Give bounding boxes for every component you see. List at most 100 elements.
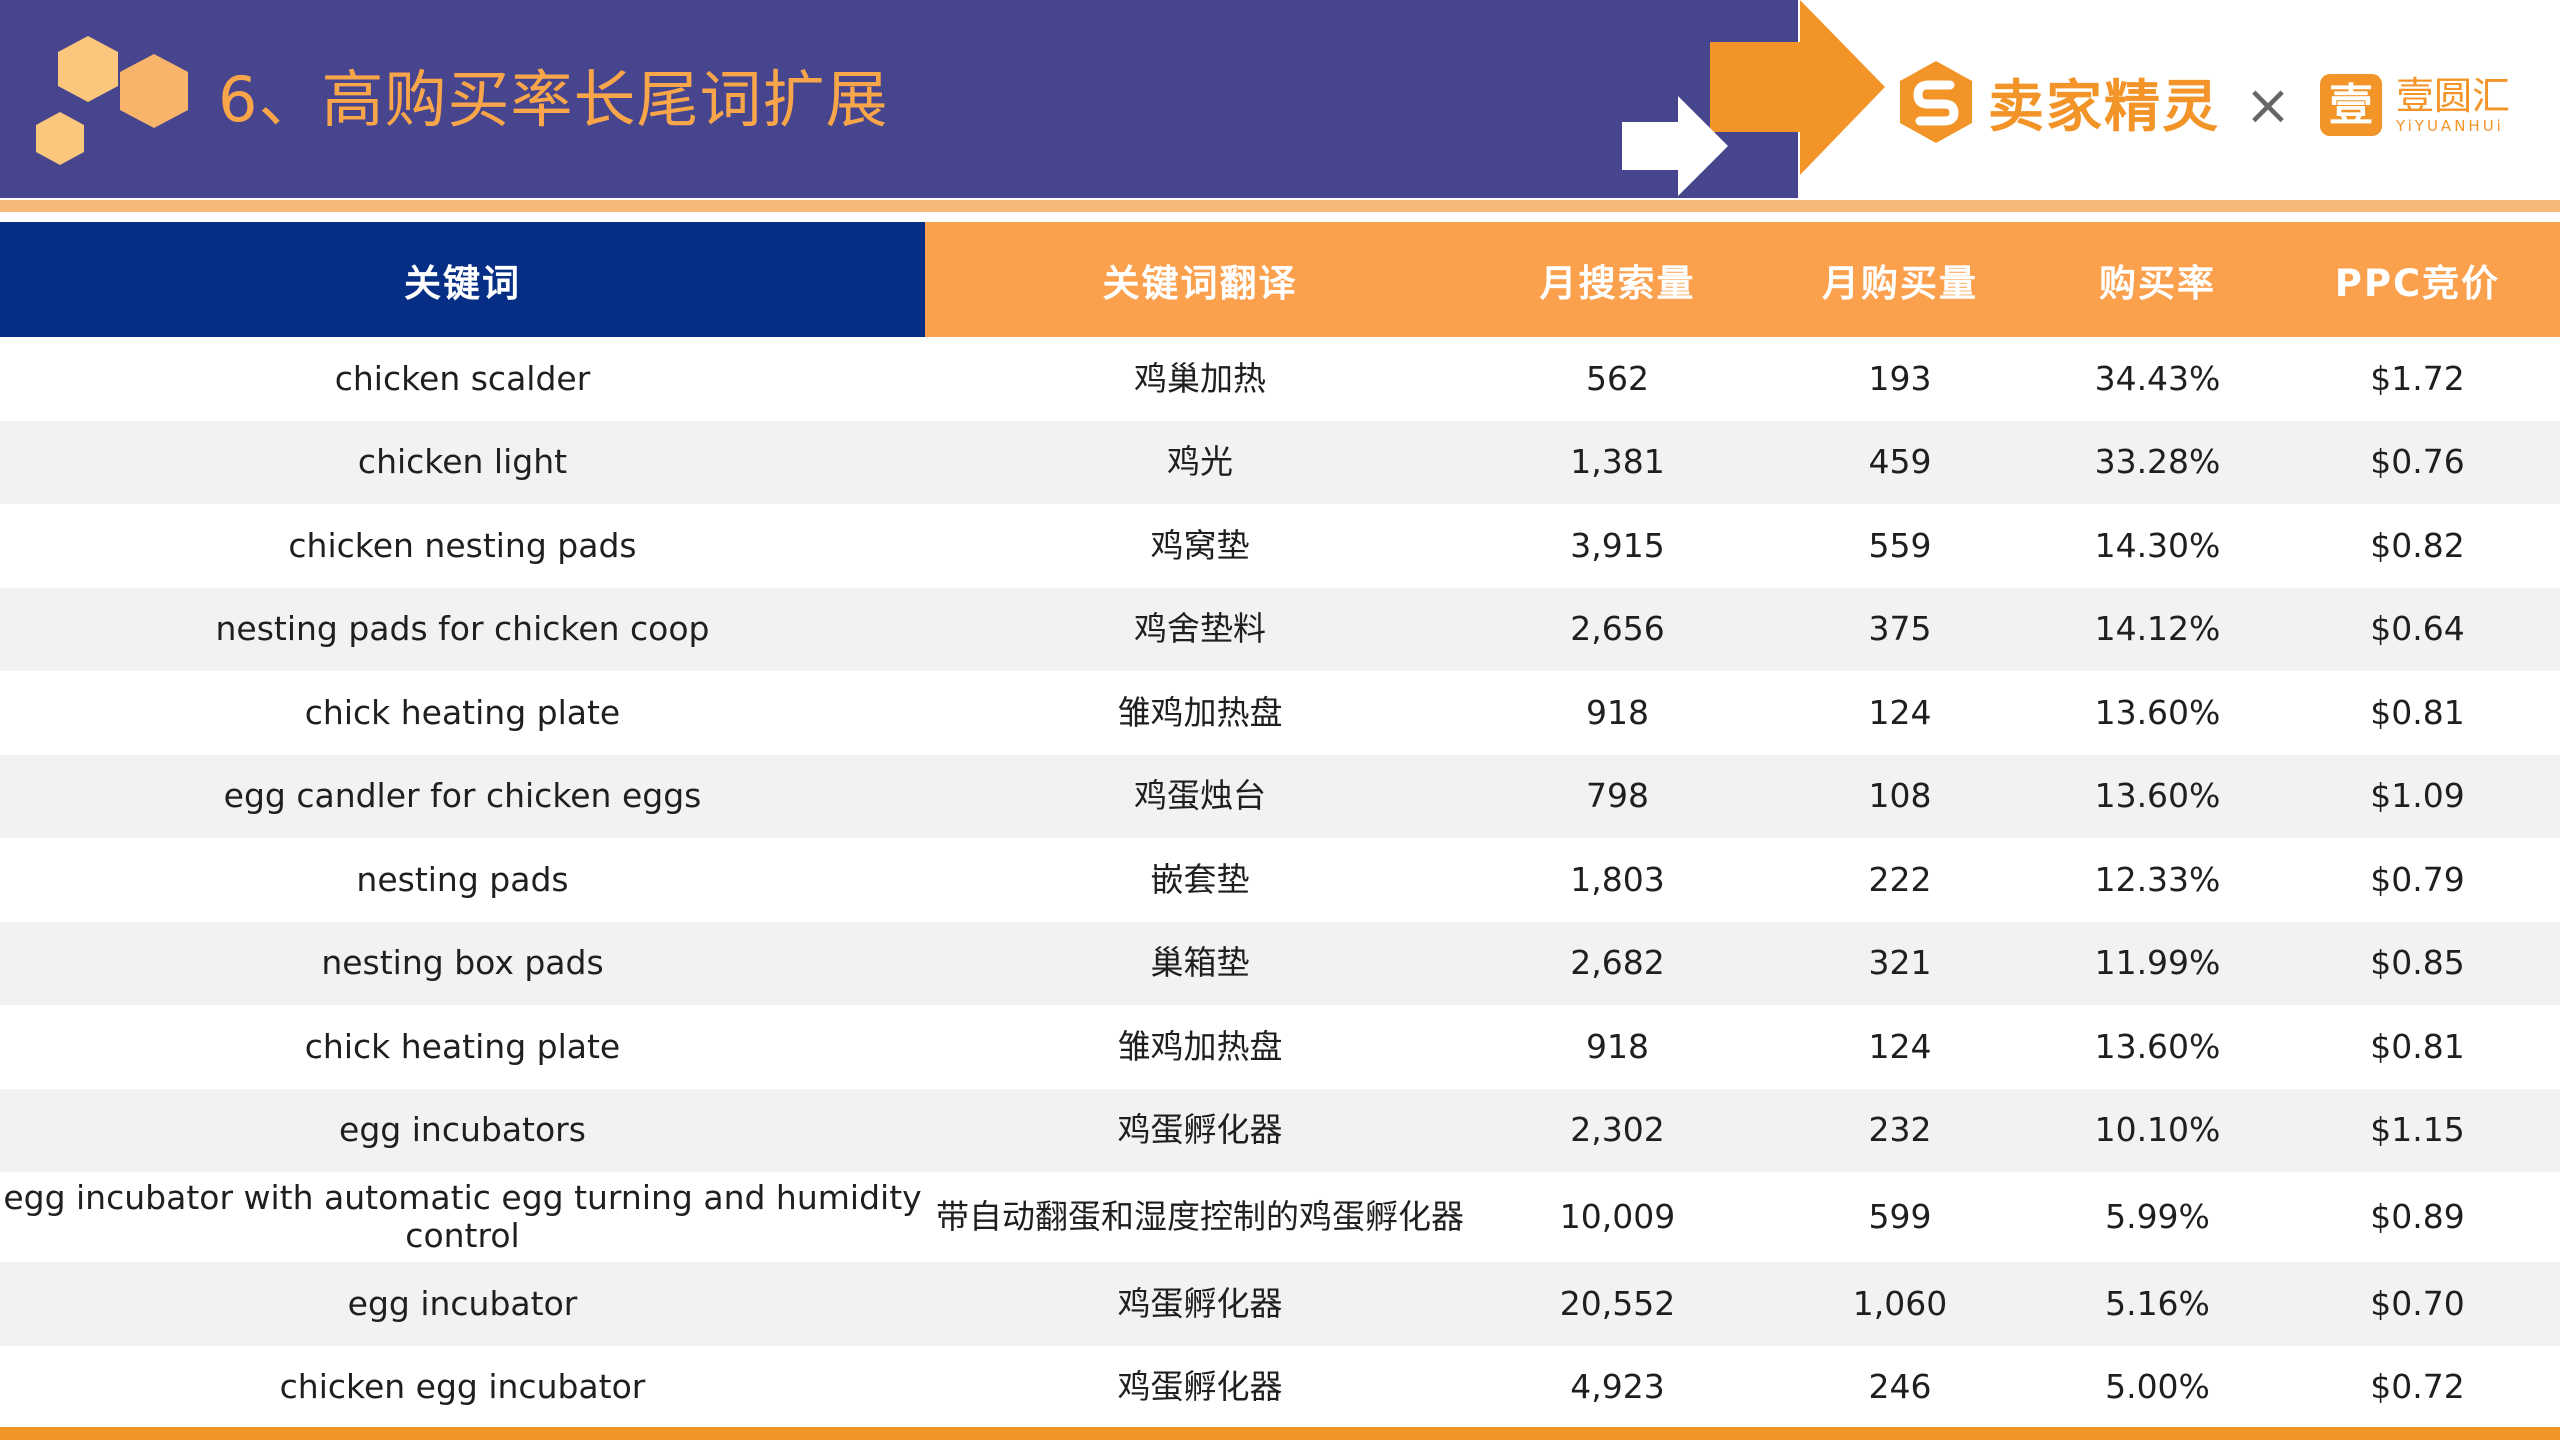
ppc-bid-cell: $1.72 [2370, 358, 2465, 398]
search-volume-cell: 918 [1586, 1026, 1649, 1066]
translation-cell: 鸡舍垫料 [925, 587, 1475, 671]
purchase-volume-cell: 124 [1868, 692, 1932, 732]
purchase-volume-cell: 559 [1868, 525, 1932, 565]
keyword-cell: nesting pads for chicken coop [0, 587, 925, 671]
search-volume-cell: 2,656 [1475, 587, 1760, 671]
search-volume-cell: 2,302 [1475, 1088, 1760, 1172]
keyword-cell: chicken nesting pads [288, 525, 637, 565]
keyword-cell: nesting pads [356, 859, 569, 899]
table-row: chicken scalder 鸡巢加热 562 193 34.43% $1.7… [0, 337, 2560, 421]
table-row: egg incubators 鸡蛋孵化器 2,302 232 10.10% $1… [0, 1088, 2560, 1172]
table-row: egg candler for chicken eggs 鸡蛋烛台 798 10… [0, 754, 2560, 838]
footer-bar [0, 1427, 2560, 1440]
ppc-bid-cell: $0.76 [2275, 420, 2560, 504]
purchase-volume-cell: 193 [1868, 358, 1932, 398]
keyword-cell: chicken egg incubator [279, 1367, 646, 1407]
table-header-row: 关键词 关键词翻译 月搜索量 月购买量 购买率 PPC竞价 [0, 222, 2560, 337]
table-row: chicken egg incubator 鸡蛋孵化器 4,923 246 5.… [0, 1346, 2560, 1430]
translation-cell: 鸡蛋孵化器 [925, 1088, 1475, 1172]
purchase-volume-cell: 222 [1868, 859, 1932, 899]
purchase-rate-cell: 13.60% [2040, 754, 2275, 838]
search-volume-cell: 918 [1586, 692, 1649, 732]
ppc-bid-cell: $0.79 [2370, 859, 2465, 899]
keyword-cell: chick heating plate [304, 692, 621, 732]
brand-logo: 卖家精灵 [1898, 56, 2220, 148]
ppc-bid-cell: $0.70 [2275, 1262, 2560, 1346]
keyword-cell: egg incubator with automatic egg turning… [3, 1178, 922, 1255]
column-header-ppc-bid: PPC竞价 [2275, 222, 2560, 337]
purchase-rate-cell: 13.60% [2094, 692, 2221, 732]
partner-logo: 壹 壹圆汇 YiYUANHUi [2318, 70, 2510, 140]
keyword-cell: chicken light [0, 420, 925, 504]
table-row: chicken light 鸡光 1,381 459 33.28% $0.76 [0, 420, 2560, 504]
translation-cell: 鸡蛋孵化器 [1117, 1367, 1283, 1407]
hexagon-cluster-icon [36, 36, 188, 165]
keyword-cell: nesting box pads [0, 921, 925, 1005]
keyword-cell: chick heating plate [304, 1026, 621, 1066]
partner-logo-icon: 壹 [2320, 74, 2382, 136]
purchase-rate-cell: 33.28% [2040, 420, 2275, 504]
ppc-bid-cell: $1.09 [2275, 754, 2560, 838]
search-volume-cell: 4,923 [1570, 1367, 1665, 1407]
purchase-volume-cell: 108 [1760, 754, 2040, 838]
white-arrow-icon [1622, 96, 1728, 196]
purchase-rate-cell: 5.99% [2105, 1197, 2210, 1236]
svg-text:壹: 壹 [2329, 80, 2373, 131]
translation-cell: 鸡巢加热 [1134, 358, 1266, 398]
purchase-volume-cell: 232 [1760, 1088, 2040, 1172]
purchase-rate-cell: 13.60% [2094, 1026, 2221, 1066]
keyword-cell: chicken scalder [334, 358, 591, 398]
translation-cell: 鸡蛋孵化器 [925, 1262, 1475, 1346]
purchase-volume-cell: 321 [1760, 921, 2040, 1005]
column-header-translation: 关键词翻译 [925, 222, 1475, 337]
purchase-rate-cell: 34.43% [2094, 358, 2221, 398]
partner-name-en: YiYUANHUi [2396, 117, 2504, 135]
translation-cell: 带自动翻蛋和湿度控制的鸡蛋孵化器 [936, 1197, 1464, 1236]
header-band [0, 0, 1798, 198]
table-row: nesting pads 嵌套垫 1,803 222 12.33% $0.79 [0, 838, 2560, 922]
column-header-purchase-rate: 购买率 [2040, 222, 2275, 337]
column-header-monthly-searches: 月搜索量 [1475, 222, 1760, 337]
table-row: nesting pads for chicken coop 鸡舍垫料 2,656… [0, 587, 2560, 671]
ppc-bid-cell: $0.82 [2370, 525, 2465, 565]
purchase-volume-cell: 459 [1760, 420, 2040, 504]
translation-cell: 雏鸡加热盘 [1117, 1026, 1283, 1066]
purchase-volume-cell: 1,060 [1760, 1262, 2040, 1346]
translation-cell: 鸡窝垫 [1150, 525, 1250, 565]
ppc-bid-cell: $1.15 [2275, 1088, 2560, 1172]
purchase-rate-cell: 5.00% [2105, 1367, 2210, 1407]
header-divider [0, 200, 2560, 212]
column-header-monthly-purchases: 月购买量 [1760, 222, 2040, 337]
partner-name: 壹圆汇 [2396, 74, 2511, 118]
table-row: chicken nesting pads 鸡窝垫 3,915 559 14.30… [0, 504, 2560, 588]
translation-cell: 鸡蛋烛台 [925, 754, 1475, 838]
translation-cell: 鸡光 [925, 420, 1475, 504]
translation-cell: 嵌套垫 [1150, 859, 1250, 899]
search-volume-cell: 20,552 [1475, 1262, 1760, 1346]
purchase-volume-cell: 599 [1868, 1197, 1932, 1236]
ppc-bid-cell: $0.72 [2370, 1367, 2465, 1407]
purchase-rate-cell: 10.10% [2040, 1088, 2275, 1172]
purchase-rate-cell: 14.12% [2040, 587, 2275, 671]
table-row: chick heating plate 雏鸡加热盘 918 124 13.60%… [0, 671, 2560, 755]
table-row: egg incubator 鸡蛋孵化器 20,552 1,060 5.16% $… [0, 1262, 2560, 1346]
search-volume-cell: 562 [1586, 358, 1649, 398]
table-row: nesting box pads 巢箱垫 2,682 321 11.99% $0… [0, 921, 2560, 1005]
translation-cell: 雏鸡加热盘 [1117, 692, 1283, 732]
logo-separator: × [2244, 73, 2292, 138]
ppc-bid-cell: $0.85 [2275, 921, 2560, 1005]
keyword-cell: egg incubator [0, 1262, 925, 1346]
table-row: chick heating plate 雏鸡加热盘 918 124 13.60%… [0, 1005, 2560, 1089]
keyword-cell: egg candler for chicken eggs [0, 754, 925, 838]
search-volume-cell: 798 [1475, 754, 1760, 838]
translation-cell: 巢箱垫 [925, 921, 1475, 1005]
keyword-table: 关键词 关键词翻译 月搜索量 月购买量 购买率 PPC竞价 chicken sc… [0, 222, 2560, 1429]
purchase-volume-cell: 246 [1868, 1367, 1932, 1407]
table-row: egg incubator with automatic egg turning… [0, 1172, 2560, 1262]
ppc-bid-cell: $0.64 [2275, 587, 2560, 671]
ppc-bid-cell: $0.81 [2370, 1026, 2465, 1066]
purchase-rate-cell: 5.16% [2040, 1262, 2275, 1346]
column-header-keyword: 关键词 [0, 222, 925, 337]
search-volume-cell: 2,682 [1475, 921, 1760, 1005]
keyword-cell: egg incubators [0, 1088, 925, 1172]
